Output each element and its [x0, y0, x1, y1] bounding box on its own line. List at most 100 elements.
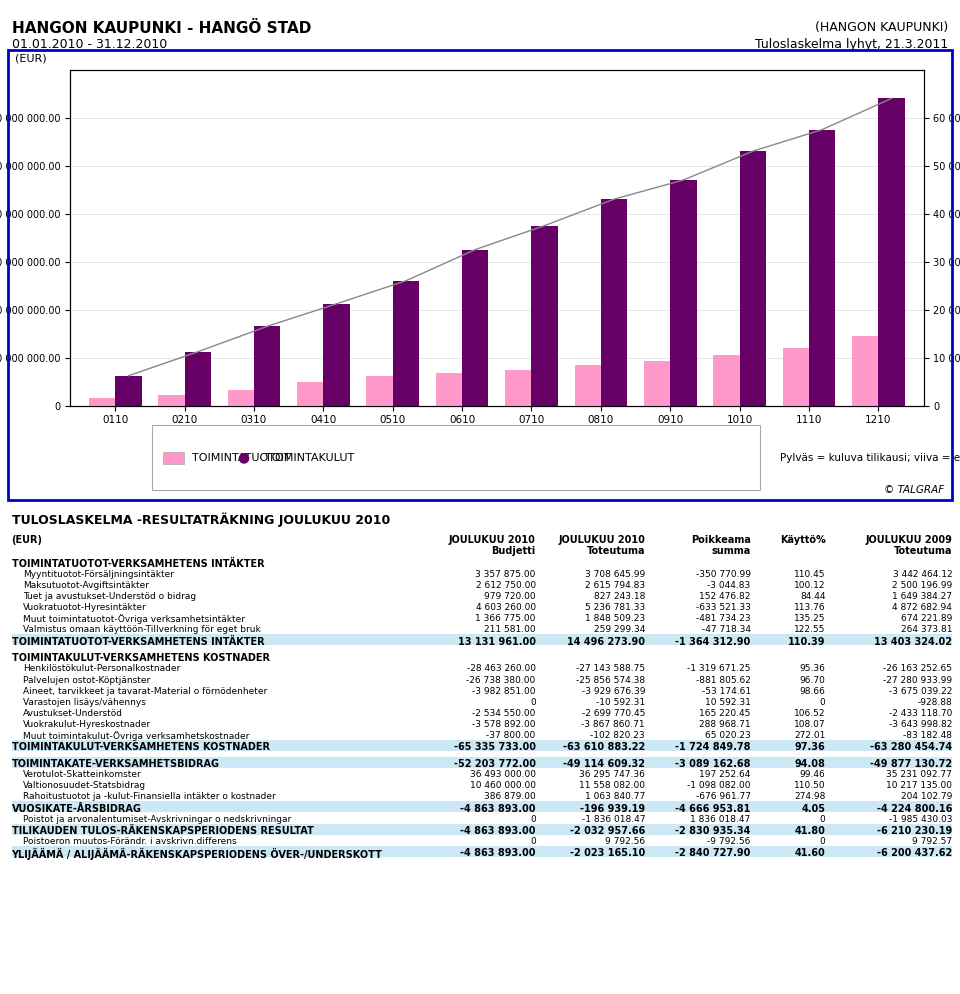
Text: -26 163 252.65: -26 163 252.65	[883, 664, 952, 673]
Text: 99.46: 99.46	[800, 770, 826, 779]
Text: 14 496 273.90: 14 496 273.90	[567, 636, 645, 646]
Text: 264 373.81: 264 373.81	[900, 625, 952, 634]
Bar	[254, 326, 280, 406]
Text: Vuokratuotot-Hyresintäkter: Vuokratuotot-Hyresintäkter	[23, 603, 147, 612]
Text: VUOSIKATE-ÅRSBIDRAG: VUOSIKATE-ÅRSBIDRAG	[12, 803, 141, 814]
Text: 165 220.45: 165 220.45	[699, 709, 751, 718]
Text: 41.80: 41.80	[795, 826, 826, 836]
Text: (EUR): (EUR)	[12, 535, 42, 545]
Text: -4 863 893.00: -4 863 893.00	[460, 848, 536, 858]
Text: 10 460 000.00: 10 460 000.00	[469, 781, 536, 790]
Text: 110.39: 110.39	[788, 636, 826, 646]
Text: TULOSLASKELMA -RESULTATRÄKNING JOULUKUU 2010: TULOSLASKELMA -RESULTATRÄKNING JOULUKUU …	[12, 513, 390, 528]
Bar	[505, 370, 532, 406]
Text: 674 221.89: 674 221.89	[900, 614, 952, 623]
Text: Tuloslaskelma lyhyt, 21.3.2011: Tuloslaskelma lyhyt, 21.3.2011	[756, 38, 948, 51]
Text: JOULUKUU 2010: JOULUKUU 2010	[559, 535, 645, 545]
Text: 204 102.79: 204 102.79	[900, 792, 952, 801]
Text: TILIKAUDEN TULOS-RÄKENSKAPSPERIODENS RESULTAT: TILIKAUDEN TULOS-RÄKENSKAPSPERIODENS RES…	[12, 826, 313, 836]
Text: -49 114 609.32: -49 114 609.32	[564, 759, 645, 769]
Text: 100.12: 100.12	[794, 580, 826, 589]
Text: TOIMINTAKULUT-VERKSAMHETENS KOSTNADER: TOIMINTAKULUT-VERKSAMHETENS KOSTNADER	[12, 653, 270, 663]
Text: -25 856 574.38: -25 856 574.38	[576, 676, 645, 685]
Text: 36 493 000.00: 36 493 000.00	[469, 770, 536, 779]
Text: 106.52: 106.52	[794, 709, 826, 718]
Text: 9 792.56: 9 792.56	[605, 837, 645, 846]
Text: 1 366 775.00: 1 366 775.00	[475, 614, 536, 623]
Text: -2 433 118.70: -2 433 118.70	[889, 709, 952, 718]
Bar	[367, 376, 393, 406]
Bar	[184, 352, 211, 406]
Text: 197 252.64: 197 252.64	[699, 770, 751, 779]
Text: 979 720.00: 979 720.00	[484, 592, 536, 601]
Text: (HANGON KAUPUNKI): (HANGON KAUPUNKI)	[815, 21, 948, 34]
Text: TOIMINTATUOTOT: TOIMINTATUOTOT	[192, 452, 291, 463]
Text: TOIMINTAKULUT: TOIMINTAKULUT	[265, 452, 354, 463]
Text: -52 203 772.00: -52 203 772.00	[454, 759, 536, 769]
Text: TOIMINTATUOTOT-VERKSAMHETENS INTÄKTER: TOIMINTATUOTOT-VERKSAMHETENS INTÄKTER	[12, 559, 264, 569]
Text: 3 357 875.00: 3 357 875.00	[475, 570, 536, 579]
Text: -4 224 800.16: -4 224 800.16	[876, 803, 952, 813]
Text: Varastojen lisäys/vähennys: Varastojen lisäys/vähennys	[23, 698, 146, 707]
Text: -37 800.00: -37 800.00	[487, 732, 536, 741]
Text: 11 558 082.00: 11 558 082.00	[579, 781, 645, 790]
Bar	[324, 304, 349, 406]
Text: -481 734.23: -481 734.23	[696, 614, 751, 623]
Text: 259 299.34: 259 299.34	[593, 625, 645, 634]
Bar	[809, 129, 835, 406]
Text: 5 236 781.33: 5 236 781.33	[585, 603, 645, 612]
Text: -63 280 454.74: -63 280 454.74	[870, 743, 952, 752]
Text: © TALGRAF: © TALGRAF	[884, 485, 945, 495]
Bar	[393, 280, 420, 406]
Text: Poistoeron muutos-Förändr. i avskrivn.differens: Poistoeron muutos-Förändr. i avskrivn.di…	[23, 837, 237, 846]
Bar	[852, 336, 878, 406]
Text: 0: 0	[530, 837, 536, 846]
Text: Valtionosuudet-Statsbidrag: Valtionosuudet-Statsbidrag	[23, 781, 146, 790]
Text: -881 805.62: -881 805.62	[696, 676, 751, 685]
Text: -65 335 733.00: -65 335 733.00	[454, 743, 536, 752]
Text: -676 961.77: -676 961.77	[696, 792, 751, 801]
Text: 211 581.00: 211 581.00	[484, 625, 536, 634]
Bar	[878, 98, 904, 406]
Text: -3 982 851.00: -3 982 851.00	[472, 687, 536, 696]
Bar	[436, 373, 462, 406]
Text: TOIMINTAKATE-VERKSAMHETSBIDRAG: TOIMINTAKATE-VERKSAMHETSBIDRAG	[12, 759, 220, 769]
Text: 122.55: 122.55	[794, 625, 826, 634]
Text: -102 820.23: -102 820.23	[590, 732, 645, 741]
Text: -49 877 130.72: -49 877 130.72	[870, 759, 952, 769]
Text: 108.07: 108.07	[794, 720, 826, 729]
Text: -2 534 550.00: -2 534 550.00	[472, 709, 536, 718]
Text: YLIJÄÄMÄ / ALIJÄÄMÄ-RÄKENSKAPSPERIODENS ÖVER-/UNDERSKOTT: YLIJÄÄMÄ / ALIJÄÄMÄ-RÄKENSKAPSPERIODENS …	[12, 848, 382, 860]
Text: -26 738 380.00: -26 738 380.00	[467, 676, 536, 685]
Bar	[89, 399, 115, 406]
Bar	[462, 249, 489, 406]
Bar	[115, 376, 141, 406]
Text: 386 879.00: 386 879.00	[484, 792, 536, 801]
Text: 10 592.31: 10 592.31	[705, 698, 751, 707]
Text: -4 863 893.00: -4 863 893.00	[460, 803, 536, 813]
Text: 65 020.23: 65 020.23	[705, 732, 751, 741]
Text: summa: summa	[711, 546, 751, 556]
Text: Verotulot-Skatteinkomster: Verotulot-Skatteinkomster	[23, 770, 142, 779]
Bar	[670, 180, 697, 406]
Text: 84.44: 84.44	[800, 592, 826, 601]
Text: Myyntituotot-Försäljningsintäkter: Myyntituotot-Försäljningsintäkter	[23, 570, 174, 579]
Text: 96.70: 96.70	[800, 676, 826, 685]
Text: -27 143 588.75: -27 143 588.75	[576, 664, 645, 673]
Bar	[601, 199, 627, 406]
Text: -6 200 437.62: -6 200 437.62	[877, 848, 952, 858]
Bar	[158, 395, 184, 406]
Bar	[297, 382, 324, 406]
Text: Valmistus omaan käyttöön-Tillverkning för eget bruk: Valmistus omaan käyttöön-Tillverkning fö…	[23, 625, 261, 634]
Text: Maksutuotot-Avgiftsintäkter: Maksutuotot-Avgiftsintäkter	[23, 580, 149, 589]
Text: TOIMINTAKULUT-VERKSAMHETENS KOSTNADER: TOIMINTAKULUT-VERKSAMHETENS KOSTNADER	[12, 743, 270, 752]
Text: Avustukset-Understöd: Avustukset-Understöd	[23, 709, 123, 718]
Text: -3 929 676.39: -3 929 676.39	[582, 687, 645, 696]
Text: Muut toimintatuotot-Övriga verksamhetsintäkter: Muut toimintatuotot-Övriga verksamhetsin…	[23, 614, 245, 624]
Text: -3 643 998.82: -3 643 998.82	[889, 720, 952, 729]
Text: Poikkeama: Poikkeama	[691, 535, 751, 545]
Text: Muut toimintakulut-Övriga verksamhetskostnader: Muut toimintakulut-Övriga verksamhetskos…	[23, 732, 250, 742]
Text: Toteutuma: Toteutuma	[894, 546, 952, 556]
Text: -196 939.19: -196 939.19	[580, 803, 645, 813]
Text: -1 985 430.03: -1 985 430.03	[889, 815, 952, 824]
